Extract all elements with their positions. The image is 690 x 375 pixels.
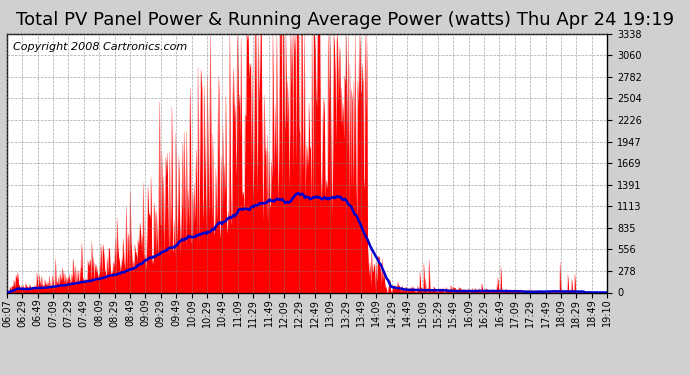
Text: Copyright 2008 Cartronics.com: Copyright 2008 Cartronics.com — [13, 42, 187, 51]
Text: Total PV Panel Power & Running Average Power (watts) Thu Apr 24 19:19: Total PV Panel Power & Running Average P… — [16, 11, 674, 29]
